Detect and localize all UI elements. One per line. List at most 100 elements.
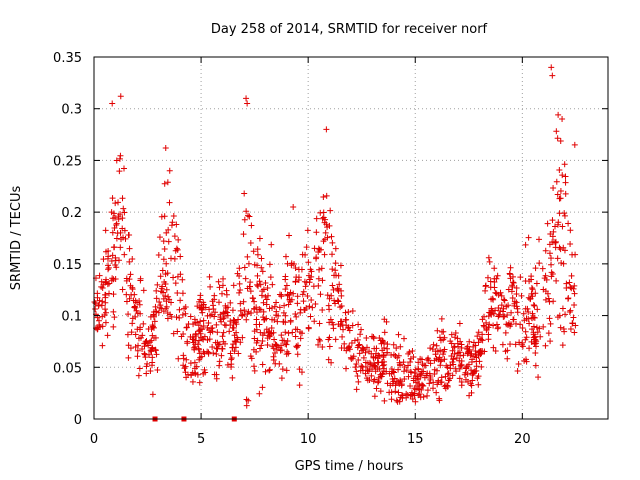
data-point-1087: [163, 229, 170, 236]
data-point-575: [210, 350, 217, 357]
data-point-994: [528, 284, 535, 291]
data-point-1268: [438, 315, 445, 322]
data-point-176: [409, 347, 416, 354]
data-point-278: [104, 332, 111, 339]
data-point-775: [282, 253, 289, 260]
data-point-650: [224, 309, 231, 316]
data-point-1050: [465, 348, 472, 355]
peak-point-2: [162, 145, 169, 152]
data-point-1494: [467, 352, 474, 359]
data-point-652: [329, 266, 336, 273]
data-point-1272: [179, 276, 186, 283]
data-point-433: [165, 293, 172, 300]
data-point-739: [248, 222, 255, 229]
data-point-74: [247, 239, 254, 246]
data-point-1496: [298, 330, 305, 337]
data-point-788: [429, 346, 436, 353]
data-point-406: [554, 191, 561, 198]
data-point-545: [376, 334, 383, 341]
data-point-1145: [495, 291, 502, 298]
data-point-1474: [384, 380, 391, 387]
data-point-169: [539, 265, 546, 272]
data-point-1397: [532, 362, 539, 369]
data-point-1214: [288, 262, 295, 269]
data-point-1204: [376, 365, 383, 372]
data-point-787: [562, 179, 569, 186]
data-point-1196: [370, 333, 377, 340]
data-point-917: [460, 352, 467, 359]
data-point-102: [504, 355, 511, 362]
data-point-328: [111, 225, 118, 232]
data-point-1390: [221, 313, 228, 320]
y-tick-label-6: 0.3: [61, 103, 82, 118]
data-point-1061: [283, 282, 290, 289]
data-point-395: [499, 341, 506, 348]
data-point-310: [536, 236, 543, 243]
data-point-667: [308, 273, 315, 280]
data-point-1076: [117, 211, 124, 218]
data-point-934: [153, 351, 160, 358]
data-point-375: [498, 292, 505, 299]
data-point-708: [149, 391, 156, 398]
data-point-680: [567, 326, 574, 333]
data-point-1227: [553, 128, 560, 135]
data-point-1263: [500, 305, 507, 312]
data-point-704: [438, 328, 445, 335]
data-point-1101: [551, 223, 558, 230]
data-point-1111: [165, 238, 172, 245]
data-point-1232: [326, 334, 333, 341]
data-point-59: [554, 255, 561, 262]
data-point-1031: [373, 385, 380, 392]
data-point-1163: [418, 386, 425, 393]
data-point-792: [197, 318, 204, 325]
data-point-688: [542, 342, 549, 349]
data-point-189: [484, 274, 491, 281]
data-point-343: [134, 353, 141, 360]
data-point-1152: [417, 394, 424, 401]
data-point-906: [544, 290, 551, 297]
data-point-745: [256, 278, 263, 285]
data-point-1419: [472, 368, 479, 375]
data-point-399: [259, 268, 266, 275]
grid-lines: [94, 57, 608, 419]
data-point-847: [294, 300, 301, 307]
data-point-1304: [543, 276, 550, 283]
data-point-513: [548, 269, 555, 276]
data-point-347: [353, 360, 360, 367]
data-point-881: [567, 307, 574, 314]
data-point-534: [452, 334, 459, 341]
data-point-752: [217, 311, 224, 318]
data-point-687: [449, 359, 456, 366]
data-point-450: [355, 356, 362, 363]
data-point-1319: [401, 368, 408, 375]
data-point-601: [224, 361, 231, 368]
data-point-33: [449, 372, 456, 379]
data-point-222: [281, 302, 288, 309]
data-point-636: [342, 316, 349, 323]
data-point-1299: [411, 385, 418, 392]
data-point-633: [254, 281, 261, 288]
data-point-1267: [546, 298, 553, 305]
data-point-111: [466, 338, 473, 345]
data-point-1378: [478, 363, 485, 370]
data-point-648: [335, 288, 342, 295]
data-point-848: [475, 339, 482, 346]
data-point-324: [127, 345, 134, 352]
data-point-1153: [522, 336, 529, 343]
data-point-774: [305, 259, 312, 266]
data-point-1410: [482, 287, 489, 294]
data-point-1: [328, 292, 335, 299]
peak-point-3: [243, 95, 250, 102]
data-point-357: [445, 370, 452, 377]
data-point-861: [559, 342, 566, 349]
data-point-958: [528, 314, 535, 321]
data-point-97: [271, 303, 278, 310]
data-point-1193: [338, 345, 345, 352]
data-point-989: [542, 247, 549, 254]
data-point-763: [492, 348, 499, 355]
data-point-719: [327, 316, 334, 323]
data-point-1365: [142, 338, 149, 345]
data-point-1489: [419, 381, 426, 388]
data-point-577: [328, 359, 335, 366]
data-point-1229: [334, 297, 341, 304]
